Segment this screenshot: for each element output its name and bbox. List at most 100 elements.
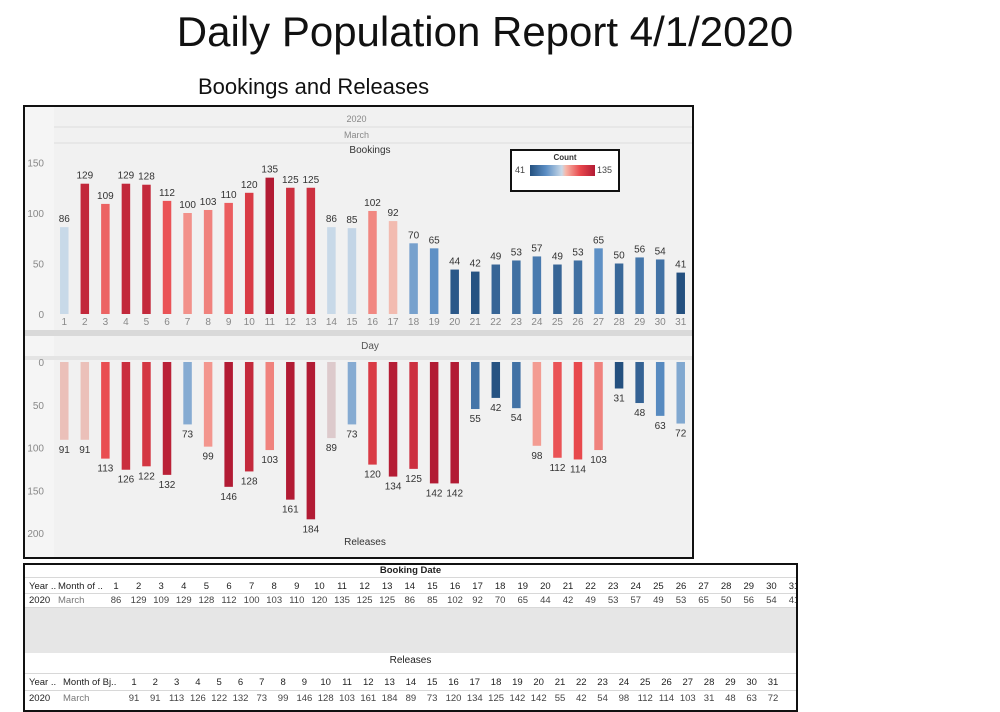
releases-value-cell: 63 xyxy=(746,693,757,704)
bookings-value-cell: 86 xyxy=(110,595,122,606)
releases-bar xyxy=(142,362,151,467)
releases-day-header: 30 xyxy=(746,677,757,688)
bookings-day-header: 18 xyxy=(494,581,506,592)
releases-bar xyxy=(614,362,624,389)
releases-col-year-header: Year .. xyxy=(29,677,57,688)
legend-min-label: 41 xyxy=(515,165,526,175)
bookings-value-cell: 65 xyxy=(517,595,529,606)
releases-day-header: 31 xyxy=(767,677,779,688)
bookings-bar xyxy=(470,271,480,314)
bookings-day-header: 31 xyxy=(788,581,796,592)
day-tick-label: 1 xyxy=(61,317,67,328)
bookings-value-cell: 125 xyxy=(356,595,373,606)
bookings-bar xyxy=(655,259,665,314)
bookings-value-cell: 50 xyxy=(720,595,732,606)
releases-data-label: 89 xyxy=(326,443,338,454)
bookings-row-month: March xyxy=(58,595,85,606)
bookings-caption: Booking Date xyxy=(379,565,442,576)
releases-day-header: 11 xyxy=(342,677,352,688)
bookings-value-cell: 44 xyxy=(540,595,551,606)
bookings-bar xyxy=(388,221,398,314)
bookings-data-label: 53 xyxy=(572,247,584,258)
bookings-bar xyxy=(183,213,192,314)
bookings-bar xyxy=(347,228,357,314)
releases-value-cell: 112 xyxy=(637,693,653,704)
day-tick-label: 8 xyxy=(205,317,211,328)
releases-bar xyxy=(512,362,521,409)
bookings-value-cell: 129 xyxy=(175,595,192,606)
releases-value-cell: 184 xyxy=(381,693,398,704)
releases-bar xyxy=(388,362,398,477)
releases-bar xyxy=(327,362,336,439)
releases-data-label: 128 xyxy=(241,476,258,487)
releases-value-cell: 161 xyxy=(360,693,377,704)
table-divider xyxy=(25,690,796,691)
releases-value-cell: 125 xyxy=(488,693,505,704)
day-tick-label: 4 xyxy=(123,317,129,328)
bookings-day-header: 15 xyxy=(427,581,438,592)
bookings-y-tick: 150 xyxy=(27,159,44,170)
table-divider xyxy=(25,593,796,594)
bookings-bar xyxy=(142,184,151,314)
bookings-data-label: 85 xyxy=(346,215,358,226)
releases-bar xyxy=(470,362,480,410)
releases-data-label: 125 xyxy=(405,474,422,485)
bookings-bar xyxy=(244,192,254,314)
day-tick-label: 28 xyxy=(614,317,626,328)
releases-day-header: 23 xyxy=(597,677,608,688)
bookings-bar xyxy=(573,260,583,314)
bookings-bar xyxy=(286,187,295,314)
bookings-bar xyxy=(224,202,233,314)
day-tick-label: 14 xyxy=(326,317,338,328)
releases-data-label: 91 xyxy=(59,445,71,456)
releases-bar xyxy=(80,362,90,440)
bookings-data-label: 41 xyxy=(675,260,687,271)
releases-y-tick: 150 xyxy=(27,486,44,497)
bookings-value-cell: 41 xyxy=(788,595,796,606)
releases-bar xyxy=(183,362,192,425)
bookings-bar xyxy=(635,257,644,314)
releases-value-cell: 73 xyxy=(256,693,268,704)
releases-value-cell: 91 xyxy=(150,693,161,704)
releases-data-label: 142 xyxy=(426,488,443,499)
releases-day-header: 1 xyxy=(131,677,137,688)
bookings-day-header: 6 xyxy=(226,581,232,592)
bookings-data-label: 86 xyxy=(326,214,338,225)
bookings-data-label: 100 xyxy=(179,200,196,211)
releases-bar xyxy=(450,362,459,484)
day-tick-label: 31 xyxy=(675,317,687,328)
bookings-value-cell: 120 xyxy=(311,595,328,606)
releases-day-header: 9 xyxy=(301,677,308,688)
bookings-value-cell: 49 xyxy=(653,595,664,606)
table-spacer-band xyxy=(25,608,796,653)
color-legend: Count 41 135 xyxy=(510,149,620,192)
bookings-day-header: 9 xyxy=(294,581,300,592)
bookings-col-year-header: Year .. xyxy=(29,581,57,592)
releases-data-label: 146 xyxy=(220,492,237,503)
day-tick-label: 18 xyxy=(408,317,420,328)
day-tick-label: 29 xyxy=(634,317,646,328)
bookings-data-label: 128 xyxy=(138,172,155,183)
bookings-bar xyxy=(553,264,562,314)
releases-value-cell: 89 xyxy=(405,693,417,704)
releases-day-header: 29 xyxy=(725,677,736,688)
releases-day-header: 19 xyxy=(512,677,523,688)
releases-data-label: 48 xyxy=(634,408,646,419)
releases-day-header: 12 xyxy=(363,677,374,688)
bookings-day-header: 19 xyxy=(517,581,529,592)
releases-bar xyxy=(60,362,69,440)
x-axis-label: Day xyxy=(361,341,379,352)
releases-value-cell: 134 xyxy=(466,693,483,704)
releases-value-cell: 103 xyxy=(679,693,696,704)
releases-day-header: 7 xyxy=(259,677,265,688)
releases-value-cell: 122 xyxy=(211,693,228,704)
bookings-data-label: 65 xyxy=(593,235,605,246)
bookings-day-header: 25 xyxy=(653,581,664,592)
releases-y-tick: 50 xyxy=(33,401,45,412)
releases-data-label: 184 xyxy=(303,524,320,535)
bookings-day-header: 8 xyxy=(271,581,277,592)
day-tick-label: 22 xyxy=(490,317,502,328)
bookings-row-year: 2020 xyxy=(29,595,51,606)
table-divider xyxy=(25,577,796,578)
releases-data-label: 132 xyxy=(159,480,176,491)
